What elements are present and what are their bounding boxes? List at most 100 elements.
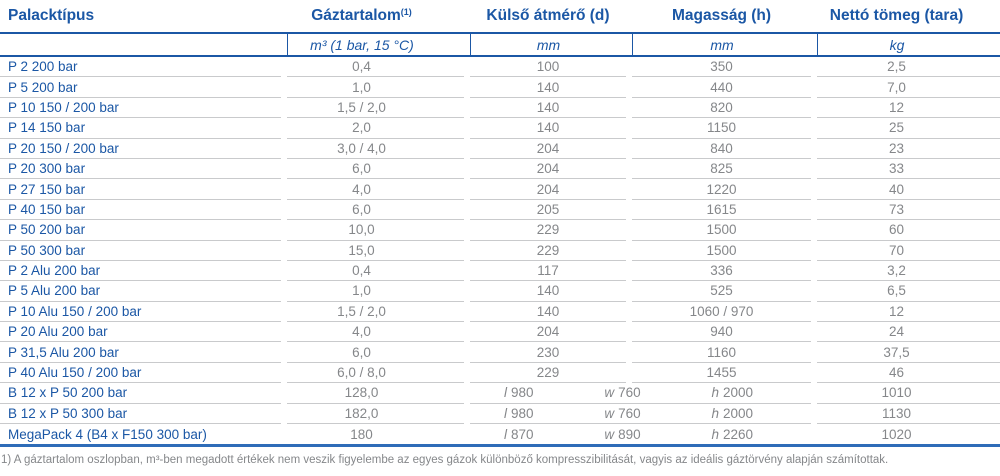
table-row: P 40 150 bar 6,0 205 1615 73 [0,200,1000,221]
cell-kulso-atmero: 204 [470,159,626,180]
cell-gaztartalom: 3,0 / 4,0 [287,139,464,159]
cell-palacktipus: P 2 200 bar [0,57,281,78]
cell-magassag: 350 [632,57,811,78]
dimension-prefix: l [504,385,507,401]
cell-kulso-atmero: 205 [470,200,626,221]
cell-netto-tomeg: 60 [817,220,1000,241]
table-units-row: m³ (1 bar, 15 °C) mm mm kg [0,34,1000,55]
cell-magassag: 825 [632,159,811,180]
cell-kulso-atmero: 100 [470,57,626,78]
cell-netto-tomeg: 12 [817,302,1000,323]
table-row: P 2 200 bar 0,4 100 350 2,5 [0,57,1000,78]
dimension-value: h 2260 [711,426,753,442]
cell-netto-tomeg: 70 [817,241,1000,261]
cell-dimensions: l 980 w 760 h 2000 [470,383,811,404]
cell-gaztartalom: 1,5 / 2,0 [287,302,464,323]
table-row: P 50 300 bar 15,0 229 1500 70 [0,241,1000,261]
cell-magassag: 336 [632,261,811,282]
cell-palacktipus: P 20 150 / 200 bar [0,139,281,159]
cell-magassag: 1150 [632,118,811,139]
cell-magassag: 525 [632,281,811,302]
dimension-value: l 980 [504,405,534,421]
cell-palacktipus: P 5 Alu 200 bar [0,281,281,302]
cell-netto-tomeg: 2,5 [817,57,1000,78]
dimension-value: w 760 [604,405,641,421]
dimension-prefix: h [711,385,719,401]
footnote-text: 1) A gáztartalom oszlopban, m³-ben megad… [1,454,889,467]
cell-gaztartalom: 4,0 [287,179,464,200]
cell-gaztartalom: 6,0 [287,159,464,180]
cell-netto-tomeg: 73 [817,200,1000,221]
cell-gaztartalom: 180 [350,426,373,442]
cell-netto-tomeg: 23 [817,139,1000,159]
cell-palacktipus: B 12 x P 50 300 bar [0,404,281,425]
column-header-netto-tomeg: Nettó tömeg (tara) [829,7,964,24]
cell-kulso-atmero: 117 [470,261,626,282]
dimension-value: h 2000 [711,405,753,421]
cell-palacktipus: B 12 x P 50 200 bar [0,383,281,404]
cell-netto-tomeg: 24 [817,322,1000,343]
cell-gaztartalom: 6,0 / 8,0 [287,363,464,384]
table-row: P 40 Alu 150 / 200 bar 6,0 / 8,0 229 1455 46 [0,363,1000,384]
cell-netto-tomeg: 46 [817,363,1000,384]
table-row: P 20 150 / 200 bar 3,0 / 4,0 204 840 23 [0,139,1000,159]
cell-netto-tomeg: 7,0 [817,77,1000,98]
unit-magassag: mm [632,34,811,55]
cell-palacktipus: P 40 150 bar [0,200,281,221]
cell-netto-tomeg: 1130 [817,404,1000,425]
table-row: MegaPack 4 (B4 x F150 300 bar) 180 l 870 w 89… [0,424,1000,444]
cell-palacktipus: P 31,5 Alu 200 bar [0,342,281,363]
cell-magassag: 1615 [632,200,811,221]
dimension-prefix: w [604,405,615,421]
table-row: P 10 Alu 150 / 200 bar 1,5 / 2,0 140 1060 /… [0,302,1000,323]
cell-kulso-atmero: 140 [470,98,626,119]
cell-kulso-atmero: 140 [470,77,626,98]
cell-palacktipus: P 5 200 bar [0,77,281,98]
column-header-palacktipus: Palacktípus [8,7,95,24]
table-row: P 20 300 bar 6,0 204 825 33 [0,159,1000,180]
dimension-prefix: l [504,426,507,442]
unit-netto-tomeg: kg [817,34,1000,55]
cell-gaztartalom: 4,0 [287,322,464,343]
cell-palacktipus: P 40 Alu 150 / 200 bar [0,363,281,384]
cell-kulso-atmero: 140 [470,281,626,302]
cell-gaztartalom: 2,0 [287,118,464,139]
cell-palacktipus: P 14 150 bar [0,118,281,139]
cell-palacktipus: P 27 150 bar [0,179,281,200]
dimension-prefix: h [711,426,719,442]
cell-netto-tomeg: 40 [817,179,1000,200]
cell-kulso-atmero: 204 [470,179,626,200]
cell-kulso-atmero: 204 [470,322,626,343]
cell-magassag: 1500 [632,220,811,241]
table-row: P 5 Alu 200 bar 1,0 140 525 6,5 [0,281,1000,302]
footnote-marker: (1) [400,7,412,17]
cell-kulso-atmero: 229 [470,363,626,384]
table-row: P 5 200 bar 1,0 140 440 7,0 [0,77,1000,98]
table-row: P 31,5 Alu 200 bar 6,0 230 1160 37,5 [0,342,1000,363]
cell-gaztartalom: 1,5 / 2,0 [287,98,464,119]
table-row: P 14 150 bar 2,0 140 1150 25 [0,118,1000,139]
cell-magassag: 940 [632,322,811,343]
cell-netto-tomeg: 12 [817,98,1000,119]
cell-kulso-atmero: 140 [470,118,626,139]
cell-magassag: 1060 / 970 [632,302,811,323]
cell-netto-tomeg: 25 [817,118,1000,139]
table-row: P 10 150 / 200 bar 1,5 / 2,0 140 820 12 [0,98,1000,119]
dimension-value: l 980 [504,385,534,401]
cell-netto-tomeg: 1010 [817,383,1000,404]
cell-kulso-atmero: 229 [470,220,626,241]
cell-netto-tomeg: 33 [817,159,1000,180]
unit-gaztartalom: m³ (1 bar, 15 °C) [287,34,464,55]
cell-gaztartalom: 6,0 [287,342,464,363]
cell-palacktipus: P 20 Alu 200 bar [0,322,281,343]
cell-dimensions: l 870 w 890 h 2260 [470,424,811,444]
cell-magassag: 840 [632,139,811,159]
cell-gaztartalom: 0,4 [287,57,464,78]
cell-gaztartalom: 128,0 [287,383,464,404]
cell-magassag: 1220 [632,179,811,200]
cell-netto-tomeg: 3,2 [817,261,1000,282]
cell-palacktipus: MegaPack 4 (B4 x F150 300 bar) [8,426,207,442]
cell-magassag: 1455 [632,363,811,384]
cell-netto-tomeg: 37,5 [817,342,1000,363]
